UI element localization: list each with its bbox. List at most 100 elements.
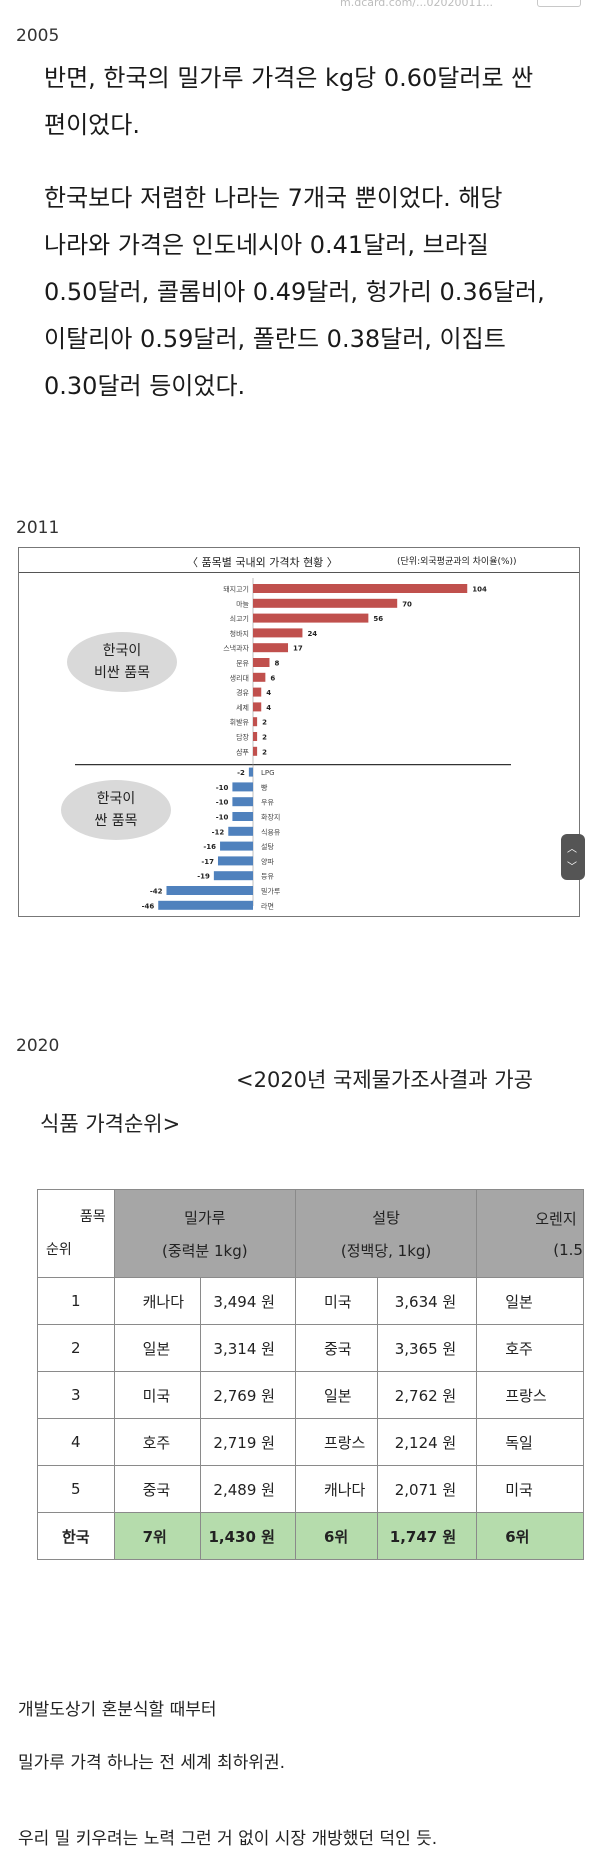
paragraph-line: 0.50달러, 콜롬비아 0.49달러, 헝가리 0.36달러,	[44, 278, 545, 306]
table-row: 4 호주 2,719 원 프랑스 2,124 원 독일	[37, 1418, 584, 1466]
category-label: 분유	[236, 660, 249, 668]
footer-line-1: 개발도상기 혼분식할 때부터	[18, 1700, 217, 1720]
rank-cell: 5	[37, 1465, 115, 1513]
category-label: 쇠고기	[230, 614, 249, 623]
year-label-2005: 2005	[16, 26, 60, 46]
bar-8	[253, 687, 262, 697]
value-label: 8	[274, 660, 279, 668]
value-label: -10	[216, 814, 229, 822]
bubble-text: 한국이	[102, 643, 142, 659]
category-label: 양파	[261, 857, 274, 866]
value-label: 2	[262, 734, 267, 742]
value-label: 70	[402, 600, 412, 608]
country-cell: 캐나다	[113, 1277, 201, 1325]
paragraph-line: 나라와 가격은 인도네시아 0.41달러, 브라질	[44, 231, 489, 259]
header-name: 밀가루	[184, 1208, 226, 1227]
paragraph-line: 이탈리아 0.59달러, 폴란드 0.38달러, 이집트	[44, 325, 506, 353]
year-label-2011: 2011	[16, 518, 60, 538]
category-label: 생리대	[230, 673, 249, 682]
bar-19	[217, 856, 253, 866]
category-label: 담장	[236, 733, 249, 742]
paragraph-line: 반면, 한국의 밀가루 가격은 kg당 0.60달러로 싼	[44, 64, 534, 92]
value-label: -2	[237, 769, 245, 777]
table-corner: 품목 순위	[37, 1189, 115, 1278]
bar-14	[232, 782, 253, 792]
price-gap-chart: 〈 품목별 국내외 가격차 현황 〉 (단위:외국평균과의 차이율(%)) 돼지…	[18, 547, 580, 917]
paragraph-line: 한국보다 저렴한 나라는 7개국 뿐이었다. 해당	[44, 184, 503, 212]
country-cell: 중국	[294, 1324, 379, 1372]
header-sub: (중력분 1kg)	[161, 1241, 248, 1260]
category-label: 밀가루	[261, 887, 281, 896]
country-cell: 미국	[113, 1371, 201, 1419]
bar-6	[253, 658, 270, 667]
scroll-thumb[interactable]: ︿ ﹀	[561, 834, 585, 880]
country-cell: 독일	[476, 1418, 584, 1466]
table-row: 5 중국 2,489 원 캐나다 2,071 원 미국	[37, 1465, 584, 1513]
corner-bottom-label: 순위	[46, 1242, 72, 1258]
price-cell: 2,489 원	[199, 1465, 296, 1513]
price-cell: 2,769 원	[199, 1371, 296, 1419]
bar-21	[166, 886, 253, 895]
chart-title-bar: 〈 품목별 국내외 가격차 현황 〉 (단위:외국평균과의 차이율(%))	[19, 548, 579, 573]
bar-1	[253, 584, 468, 593]
category-label: 샴푸	[236, 747, 249, 756]
bar-11	[253, 732, 258, 741]
value-label: 2	[262, 719, 267, 727]
header-orange: 오렌지 (1.5	[476, 1189, 584, 1278]
value-label: -16	[203, 843, 216, 851]
country-cell: 미국	[476, 1465, 584, 1513]
country-cell: 프랑스	[476, 1371, 584, 1419]
bubble-text: 한국이	[96, 791, 136, 807]
bar-3	[253, 613, 369, 623]
category-label: 설탕	[261, 842, 274, 851]
category-label: 스낵과자	[223, 644, 249, 653]
footer-line-2: 밀가루 가격 하나는 전 세계 최하위권.	[18, 1753, 286, 1773]
rank-cell: 2	[37, 1324, 115, 1372]
bar-9	[253, 702, 262, 712]
korea-rank-cell: 7위	[113, 1512, 201, 1560]
price-cell: 1,747 원	[377, 1512, 478, 1560]
category-label: 화장지	[261, 813, 280, 822]
country-cell: 미국	[294, 1277, 379, 1325]
value-label: -17	[201, 858, 214, 866]
value-label: 2	[262, 748, 267, 756]
price-cell: 2,719 원	[199, 1418, 296, 1466]
table-row: 2 일본 3,314 원 중국 3,365 원 호주	[37, 1324, 584, 1372]
price-rank-table: 품목 순위 밀가루 (중력분 1kg) 설탕 (정백당, 1kg) 오렌지 (1…	[37, 1189, 584, 1560]
price-cell: 3,634 원	[377, 1277, 478, 1325]
price-cell: 3,365 원	[377, 1324, 478, 1372]
category-label: 등유	[261, 873, 274, 881]
price-cell: 2,124 원	[377, 1418, 478, 1466]
bar-17	[228, 826, 253, 836]
top-button[interactable]	[537, 0, 581, 7]
header-name: 오렌지	[535, 1210, 577, 1228]
category-label: 빵	[261, 783, 268, 792]
header-sub: (정백당, 1kg)	[340, 1241, 432, 1260]
value-label: -19	[197, 873, 210, 881]
price-cell: 3,494 원	[199, 1277, 296, 1325]
chevron-down-icon: ﹀	[567, 862, 577, 873]
footer-line-3: 우리 밀 키우려는 노력 그런 거 없이 시장 개방했던 덕인 듯.	[18, 1829, 438, 1849]
category-label: 세제	[236, 703, 249, 712]
category-label: 식용유	[261, 827, 281, 836]
bar-7	[253, 672, 266, 682]
price-cell: 2,762 원	[377, 1371, 478, 1419]
value-label: 56	[373, 615, 383, 623]
value-label: -10	[216, 799, 229, 807]
table-row: 3 미국 2,769 원 일본 2,762 원 프랑스	[37, 1371, 584, 1419]
bubble-cheap: 한국이 싼 품목	[61, 780, 171, 840]
browser-top-bar: m.dcard.com/...02020011...	[0, 0, 600, 12]
bar-20	[213, 871, 253, 881]
value-label: 104	[472, 586, 487, 594]
bar-10	[253, 717, 258, 727]
value-label: -10	[216, 784, 229, 792]
bar-2	[253, 598, 398, 608]
bar-4	[253, 628, 303, 638]
value-label: 6	[270, 674, 275, 682]
rank-cell: 한국	[37, 1512, 115, 1560]
korea-rank-cell: 6위	[294, 1512, 379, 1560]
header-sugar: 설탕 (정백당, 1kg)	[294, 1189, 478, 1278]
country-cell: 일본	[113, 1324, 201, 1372]
value-label: 24	[307, 630, 317, 638]
bar-16	[232, 812, 253, 821]
